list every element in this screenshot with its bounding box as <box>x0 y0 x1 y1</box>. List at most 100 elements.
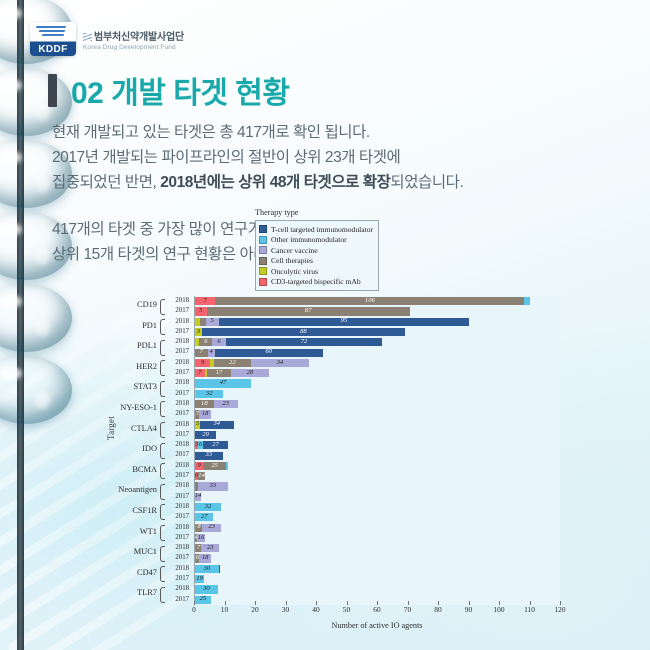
chart-category-pd1: PD1 <box>118 317 170 338</box>
legend-item[interactable]: Cancer vaccine <box>259 245 373 256</box>
x-tick-label: 10 <box>220 605 229 614</box>
io-agents-chart: Target CD19 PD1 PDL1 HER2 STAT3 NY-ESO-1 CTLA4… <box>106 292 566 637</box>
category-brace <box>160 586 165 603</box>
bar-segment <box>195 523 196 532</box>
chart-bar-row: 47 <box>195 378 560 388</box>
legend-label: Oncolytic virus <box>271 266 319 276</box>
bar-segment: 6 <box>195 472 198 481</box>
year-label: 2018 <box>175 420 189 428</box>
bar-segment: 28 <box>230 369 269 378</box>
bar-value-label: 7 <box>203 297 207 304</box>
chart-category-stat3: STAT3 <box>118 378 170 399</box>
chart-bar-row: 5 87 <box>195 306 560 316</box>
bar-segment: 6 <box>199 338 213 347</box>
bar-segment <box>226 461 228 470</box>
year-label: 2018 <box>175 338 189 346</box>
legend-label: Cell therapies <box>271 256 313 266</box>
category-label: Neoantigen <box>118 485 157 495</box>
legend-swatch <box>259 246 267 255</box>
bar-segment <box>200 317 206 326</box>
chart-bar-row: 7 23 <box>195 543 560 553</box>
x-tick-label: 20 <box>251 605 259 614</box>
legend-items: T-cell targeted immunomodulator Other imm… <box>255 220 380 291</box>
stacked-bar: 3 88 <box>195 327 472 337</box>
bar-value-label: 23 <box>207 544 214 551</box>
bar-segment: 4 <box>207 348 215 357</box>
category-brace <box>160 319 165 336</box>
year-label: 2017 <box>175 369 189 377</box>
bar-segment: 5 <box>195 307 207 316</box>
bar-value-label: 23 <box>208 523 215 531</box>
bar-value-label: 32 <box>205 389 213 397</box>
bar-segment: 14 <box>195 492 202 501</box>
bar-value-label: 88 <box>300 327 307 335</box>
bar-value-label: 6 <box>204 338 208 346</box>
bar-segment: 16 <box>197 533 206 543</box>
category-brace <box>160 566 165 583</box>
legend-item[interactable]: Cell therapies <box>259 256 373 267</box>
chart-category-ido: IDO <box>118 440 170 461</box>
bar-segment <box>195 554 196 563</box>
year-label: 2018 <box>175 379 189 387</box>
chart-bar-row: 30 <box>195 564 560 574</box>
bar-value-label: 18 <box>201 554 209 562</box>
legend-item[interactable]: T-cell targeted immunomodulator <box>259 224 373 235</box>
x-tick-mark <box>255 601 256 605</box>
bar-segment: 32 <box>195 389 223 398</box>
chart-bar-row: 5 95 <box>195 317 560 327</box>
year-label: 2018 <box>175 482 189 490</box>
category-label: PDL1 <box>136 341 157 351</box>
bar-segment <box>195 389 196 398</box>
bar-value-label: 14 <box>195 492 202 500</box>
year-label: 2018 <box>175 399 189 407</box>
chart-bar-row: 32 <box>195 389 560 399</box>
chart-category-cd47: CD47 <box>118 564 170 585</box>
x-tick-mark <box>377 601 378 605</box>
bar-value-label: 60 <box>265 348 273 356</box>
bar-segment: 34 <box>199 420 234 429</box>
legend-swatch <box>259 256 267 265</box>
stacked-bar: 3 6 27 <box>195 441 305 450</box>
bar-value-label: 27 <box>212 441 219 448</box>
chart-legend: Therapy type T-cell targeted immunomodul… <box>255 208 380 291</box>
bar-segment: 29 <box>195 430 217 440</box>
bar-segment: 6 <box>212 338 226 347</box>
category-label: WT1 <box>139 526 157 536</box>
category-brace <box>160 525 165 542</box>
legend-item[interactable]: Oncolytic virus <box>259 266 373 277</box>
bar-segment: 7 <box>195 544 202 553</box>
legend-item[interactable]: Other immunomodulator <box>259 235 373 246</box>
x-tick-label: 70 <box>403 605 412 614</box>
bar-segment: 22 <box>213 358 252 368</box>
category-label: NY-ESO-1 <box>120 402 157 412</box>
decorative-bead-chain <box>0 0 70 650</box>
chart-category-tlr7: TLR7 <box>118 584 170 605</box>
category-brace <box>160 483 165 500</box>
bar-segment: 60 <box>214 348 323 357</box>
chart-x-axis-label: Number of active IO agents <box>331 621 423 630</box>
paragraph-2: 2017년 개발되는 파이프라인의 절반이 상위 23개 타겟에 <box>52 149 401 166</box>
stacked-bar: 32 <box>195 502 292 512</box>
x-tick-mark <box>407 601 409 605</box>
bar-value-label: 17 <box>215 369 223 376</box>
x-tick-mark <box>285 601 287 605</box>
bar-segment <box>195 482 198 491</box>
chart-category-bcma: BCMA <box>118 461 170 482</box>
bar-value-label: 30 <box>203 585 210 593</box>
bar-value-label: 25 <box>199 595 207 603</box>
year-label: 2017 <box>175 451 189 459</box>
category-brace <box>160 298 165 315</box>
logo-hash-icon <box>83 32 92 41</box>
chart-category-ny-eso-1: NY-ESO-1 <box>118 399 170 420</box>
year-label: 2017 <box>175 307 189 315</box>
paragraph-1: 현재 개발되고 있는 타겟은 총 417개로 확인 됩니다. <box>52 124 370 141</box>
bar-segment: 4 <box>195 533 198 543</box>
legend-item[interactable]: CD3-targeted bispecific mAb <box>259 277 373 288</box>
bar-segment: 106 <box>215 297 525 306</box>
x-tick-mark <box>194 601 195 605</box>
category-brace <box>160 545 165 562</box>
bar-value-label: 7 <box>199 348 203 356</box>
bar-segment: 23 <box>201 544 220 553</box>
stacked-bar: 33 <box>195 451 295 460</box>
category-label: HER2 <box>136 361 157 371</box>
